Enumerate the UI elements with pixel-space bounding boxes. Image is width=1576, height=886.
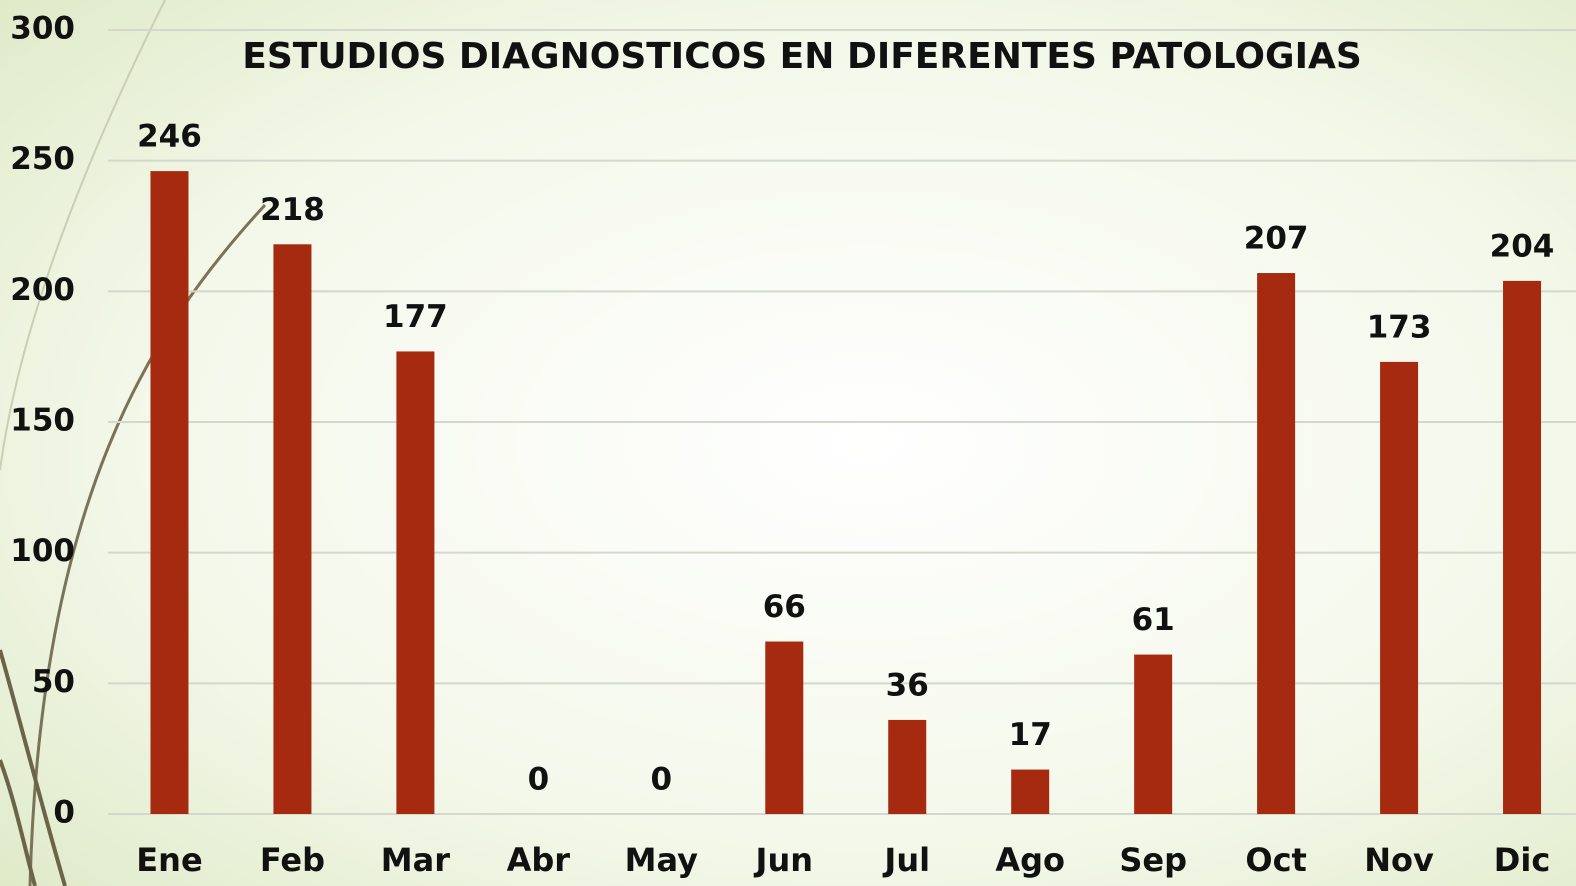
bar xyxy=(396,351,435,814)
y-tick-label: 250 xyxy=(10,141,75,177)
bar xyxy=(1380,361,1419,814)
data-label: 36 xyxy=(886,667,929,703)
bar xyxy=(273,244,312,814)
bar xyxy=(888,719,927,814)
x-tick-label: Nov xyxy=(1364,841,1434,879)
x-tick-label: Dic xyxy=(1494,841,1551,879)
x-tick-label: Sep xyxy=(1119,841,1187,879)
chart-title: ESTUDIOS DIAGNOSTICOS EN DIFERENTES PATO… xyxy=(242,36,1362,77)
data-label: 66 xyxy=(763,589,806,625)
data-label: 177 xyxy=(383,299,448,335)
y-tick-label: 200 xyxy=(10,272,75,308)
data-label: 207 xyxy=(1244,221,1309,257)
x-tick-label: Mar xyxy=(381,841,450,879)
x-tick-label: Abr xyxy=(507,841,571,879)
y-tick-label: 100 xyxy=(10,533,75,569)
data-label: 246 xyxy=(137,119,202,155)
x-tick-label: Oct xyxy=(1245,841,1306,879)
x-tick-label: Jul xyxy=(882,841,930,879)
y-tick-label: 150 xyxy=(10,403,75,439)
y-tick-label: 50 xyxy=(32,664,75,700)
bar xyxy=(1257,273,1296,814)
data-label: 0 xyxy=(651,762,673,798)
data-label: 173 xyxy=(1367,309,1432,345)
data-label: 204 xyxy=(1490,228,1555,264)
decoration xyxy=(0,0,267,886)
x-tick-label: Feb xyxy=(260,841,325,879)
data-label: 17 xyxy=(1009,717,1052,753)
x-tick-label: Ene xyxy=(136,841,202,879)
bar xyxy=(1011,769,1050,814)
bar xyxy=(765,641,804,814)
bar xyxy=(150,171,189,814)
x-tick-label: Ago xyxy=(995,841,1065,879)
y-tick-label: 300 xyxy=(10,11,75,47)
bar xyxy=(1503,280,1542,814)
data-label: 61 xyxy=(1132,602,1175,638)
data-label: 218 xyxy=(260,192,325,228)
y-tick-label: 0 xyxy=(53,795,75,831)
data-label: 0 xyxy=(528,762,550,798)
bar xyxy=(1134,654,1173,814)
x-tick-label: May xyxy=(625,841,698,879)
x-tick-label: Jun xyxy=(754,841,813,879)
